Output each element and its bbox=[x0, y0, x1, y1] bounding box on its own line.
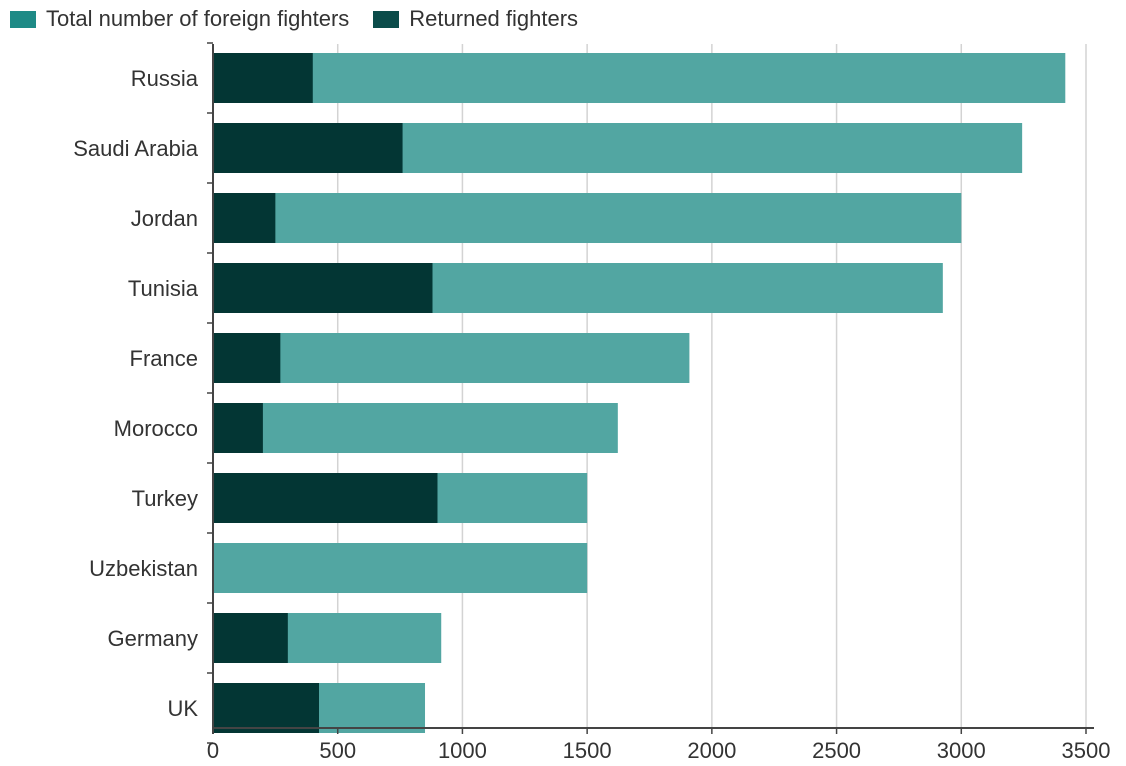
category-label: Germany bbox=[108, 626, 198, 651]
x-tick-label: 3500 bbox=[1062, 738, 1111, 763]
legend-item-returned: Returned fighters bbox=[373, 6, 578, 32]
bar-total-russia bbox=[213, 53, 1066, 103]
x-tick-label: 500 bbox=[319, 738, 356, 763]
category-label: Saudi Arabia bbox=[73, 136, 199, 161]
legend-item-total: Total number of foreign fighters bbox=[10, 6, 349, 32]
x-tick-label: 2500 bbox=[812, 738, 861, 763]
category-label: Tunisia bbox=[128, 276, 199, 301]
bar-returned-turkey bbox=[213, 473, 438, 523]
chart-legend: Total number of foreign fighters Returne… bbox=[10, 4, 602, 34]
bar-returned-uk bbox=[213, 683, 320, 733]
x-tick-label: 3000 bbox=[937, 738, 986, 763]
category-label: Russia bbox=[131, 66, 199, 91]
category-label: Jordan bbox=[131, 206, 198, 231]
bar-total-uzbekistan bbox=[213, 543, 588, 593]
category-label: Turkey bbox=[132, 486, 198, 511]
bar-returned-tunisia bbox=[213, 263, 433, 313]
bar-returned-saudi-arabia bbox=[213, 123, 403, 173]
category-label: Morocco bbox=[114, 416, 198, 441]
bar-returned-france bbox=[213, 333, 281, 383]
bar-returned-jordan bbox=[213, 193, 276, 243]
bar-returned-morocco bbox=[213, 403, 263, 453]
legend-label-total: Total number of foreign fighters bbox=[46, 6, 350, 31]
x-tick-label: 2000 bbox=[687, 738, 736, 763]
bar-returned-russia bbox=[213, 53, 313, 103]
legend-swatch-total bbox=[10, 10, 36, 28]
bar-returned-germany bbox=[213, 613, 288, 663]
legend-label-returned: Returned fighters bbox=[409, 6, 579, 31]
bar-total-france bbox=[213, 333, 690, 383]
category-label: UK bbox=[167, 696, 198, 721]
bar-total-jordan bbox=[213, 193, 962, 243]
category-label: France bbox=[130, 346, 198, 371]
legend-swatch-returned bbox=[373, 10, 400, 28]
x-tick-label: 1000 bbox=[438, 738, 487, 763]
category-label: Uzbekistan bbox=[89, 556, 198, 581]
x-tick-label: 1500 bbox=[563, 738, 612, 763]
x-tick-label: 0 bbox=[207, 738, 219, 763]
bar-total-morocco bbox=[213, 403, 618, 453]
